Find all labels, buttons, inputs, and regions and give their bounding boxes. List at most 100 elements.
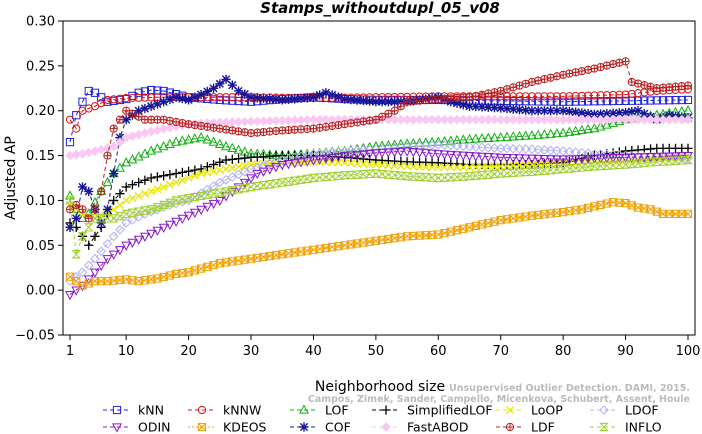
legend: kNN kNNW LOF SimplifiedLOF LoOP LDOF ODIN KDEOS…: [103, 403, 662, 434]
data-point-kdeos: [203, 262, 212, 271]
data-point-odin: [183, 211, 194, 222]
data-point-cof: [489, 103, 500, 113]
data-point-cof: [159, 97, 169, 107]
y-tick-label: 0.05: [26, 239, 55, 254]
data-point-odin: [527, 154, 537, 164]
data-point-knnw: [627, 89, 636, 98]
data-point-lof: [514, 130, 525, 141]
data-point-odin: [314, 155, 325, 165]
data-point-ldof: [602, 149, 612, 160]
data-point-lof: [395, 138, 406, 149]
data-point-odin: [452, 151, 462, 161]
data-point-loop: [465, 163, 474, 172]
data-point-cof: [258, 93, 269, 103]
data-point-kdeos: [559, 207, 568, 217]
data-point-loop: [502, 161, 512, 171]
x-tick-label: 70: [492, 344, 509, 359]
data-point-ldof: [452, 141, 462, 151]
data-point-inflo: [334, 171, 343, 180]
data-point-ldof: [483, 142, 494, 153]
data-point-cof: [109, 168, 119, 179]
data-point-fastabod: [433, 114, 444, 125]
data-point-ldof: [502, 143, 512, 154]
data-point-kdeos: [546, 209, 555, 218]
data-point-inflo: [628, 159, 636, 169]
data-point-inflo: [384, 170, 392, 179]
data-point-cof: [321, 88, 331, 98]
data-point-odin: [121, 241, 132, 251]
data-point-simplifiedlof: [184, 166, 194, 176]
data-point-fastabod: [670, 114, 681, 125]
data-point-odin: [96, 261, 107, 272]
data-point-knnw: [509, 92, 518, 101]
data-point-lof: [477, 133, 487, 143]
data-point-cof: [202, 86, 212, 97]
data-point-odin: [414, 148, 425, 158]
data-point-ldf: [116, 116, 124, 124]
x-tick-label: 40: [305, 344, 322, 359]
data-point-cof: [283, 94, 294, 105]
data-point-odin: [108, 250, 119, 260]
data-point-ldf: [503, 85, 511, 93]
data-point-ldof: [527, 144, 537, 155]
data-point-lof: [127, 154, 138, 164]
legend-label-ldof: LDOF: [625, 403, 659, 418]
data-point-cof: [165, 94, 175, 105]
data-point-lof: [539, 129, 550, 139]
data-point-cof: [102, 204, 113, 214]
data-point-odin: [433, 150, 444, 160]
data-point-loop: [222, 164, 231, 174]
data-point-kdeos: [140, 276, 150, 285]
x-axis-label: Neighborhood size: [315, 379, 445, 395]
data-point-inflo: [284, 177, 293, 186]
data-point-odin: [252, 169, 263, 180]
data-point-odin: [115, 246, 125, 256]
data-point-inflo: [122, 209, 130, 218]
data-point-knn: [571, 97, 580, 106]
y-axis-label: Adjusted AP: [3, 136, 19, 220]
data-point-knnw: [552, 92, 562, 101]
data-point-loop: [396, 161, 405, 171]
legend-label-knnw: kNNW: [223, 403, 261, 418]
data-point-inflo: [259, 181, 268, 190]
data-point-ldf: [91, 205, 99, 213]
data-point-kdeos: [371, 236, 380, 245]
data-point-knnw: [546, 92, 555, 101]
data-point-odin: [164, 220, 175, 231]
data-point-ldf: [534, 76, 542, 85]
data-point-kdeos: [590, 202, 599, 211]
data-point-odin: [177, 214, 188, 225]
data-point-inflo: [78, 232, 87, 241]
data-point-ldf: [515, 81, 524, 90]
data-point-fastabod: [552, 114, 562, 125]
data-point-simplifiedlof: [115, 189, 125, 199]
data-point-kdeos: [415, 231, 424, 240]
data-point-kdeos: [640, 204, 649, 213]
data-point-kdeos: [452, 226, 462, 235]
legend-item-ldof: LDOF: [590, 403, 659, 418]
legend-item-lof: LOF: [290, 403, 349, 418]
data-point-cof: [552, 106, 562, 116]
data-point-simplifiedlof: [165, 170, 175, 180]
data-point-loop: [153, 185, 162, 194]
data-point-knnw: [565, 92, 574, 101]
data-point-knnw: [559, 92, 568, 101]
data-point-ldof: [558, 146, 568, 156]
data-point-fastabod: [389, 114, 400, 125]
data-point-cof: [452, 98, 462, 108]
data-point-knn: [677, 95, 686, 105]
data-point-knn: [658, 96, 668, 105]
data-point-odin: [427, 149, 437, 159]
watermark-line-1: Unsupervised Outlier Detection. DAMI, 20…: [449, 383, 690, 394]
data-point-inflo: [291, 176, 299, 185]
data-point-kdeos: [402, 232, 412, 241]
data-point-inflo: [439, 173, 450, 182]
data-point-loop: [496, 162, 505, 171]
data-point-kdeos: [378, 235, 387, 245]
data-point-cof: [533, 106, 543, 116]
data-point-lof: [495, 131, 506, 142]
data-point-lof: [564, 126, 575, 136]
data-point-knnw: [540, 92, 549, 101]
data-point-knn: [78, 97, 87, 106]
data-point-lof: [489, 132, 500, 142]
